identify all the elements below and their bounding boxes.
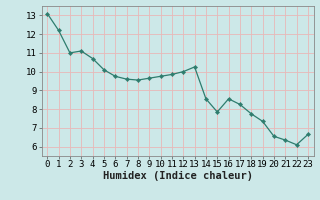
X-axis label: Humidex (Indice chaleur): Humidex (Indice chaleur) xyxy=(103,171,252,181)
